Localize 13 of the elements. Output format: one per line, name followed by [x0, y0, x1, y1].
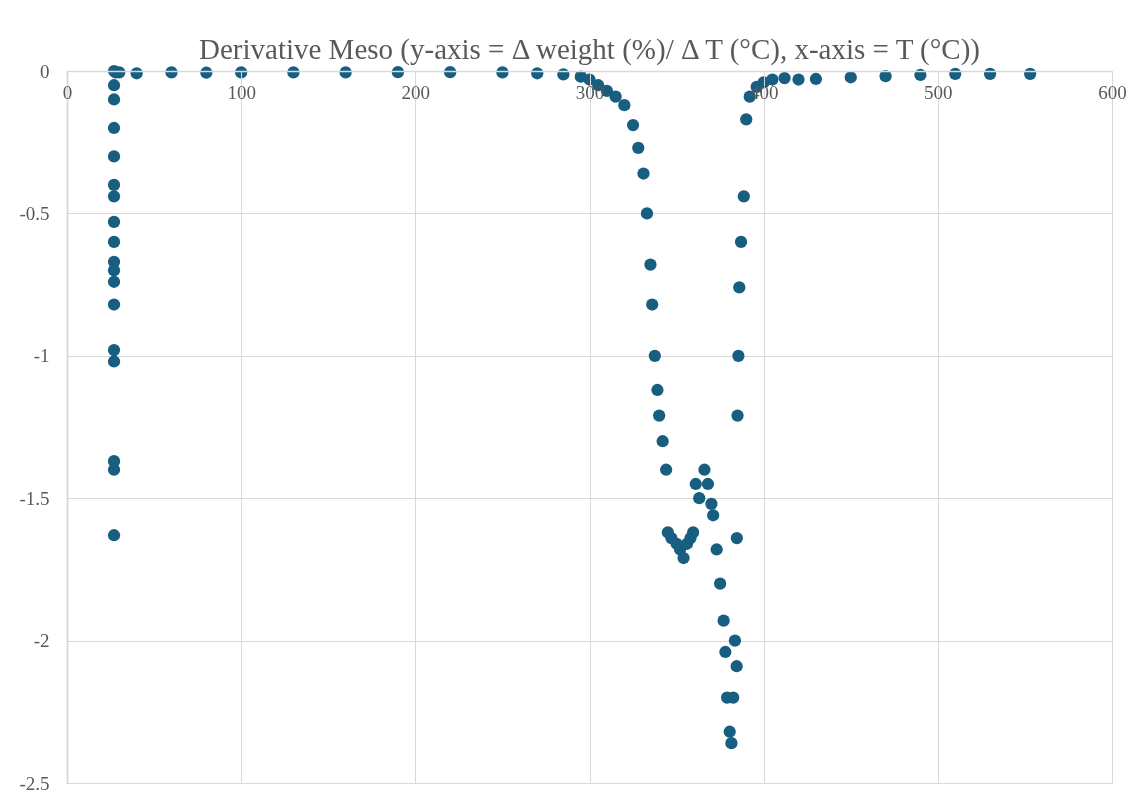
x-tick-label: 500 [924, 81, 953, 103]
x-tick-label: 100 [227, 81, 256, 103]
y-tick-label: -2.5 [19, 772, 50, 794]
y-tick-label: -0.5 [19, 202, 50, 224]
x-tick-label: 200 [401, 81, 431, 103]
y-tick-label: -2 [33, 630, 50, 652]
y-tick-label: -1.5 [19, 487, 50, 509]
y-tick-label: 0 [40, 60, 50, 82]
chart-title: Derivative Meso (y-axis = Δ weight (%)/ Δ T (°C), x-axis = T (°C)) [198, 33, 981, 66]
x-tick-label: 0 [62, 81, 73, 103]
x-tick-label: 600 [1098, 81, 1127, 103]
y-tick-label: -1 [33, 345, 50, 367]
x-tick-label: 300 [575, 81, 605, 103]
